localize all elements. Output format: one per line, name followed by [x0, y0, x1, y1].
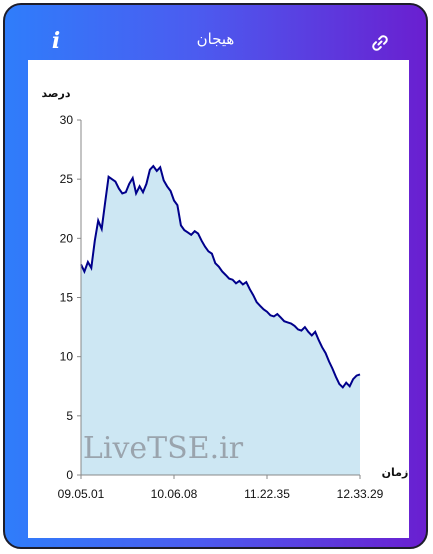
y-tick-label: 20 — [60, 231, 74, 245]
header-bar: i هیجان — [5, 5, 426, 57]
y-tick-label: 0 — [66, 468, 73, 482]
y-axis-label: درصد — [42, 87, 71, 100]
chart-panel: LiveTSE.ir 0 5 10 15 20 25 30 09.05.01 10.06.08… — [28, 60, 409, 538]
widget-title: هیجان — [196, 30, 235, 48]
chart: LiveTSE.ir 0 5 10 15 20 25 30 09.05.01 10.06.08… — [42, 87, 409, 501]
x-tick-label: 09.05.01 — [58, 487, 105, 501]
y-tick-label: 15 — [60, 291, 74, 305]
widget-card: i هیجان LiveTSE.ir 0 5 10 15 20 25 30 09.05.01… — [3, 3, 428, 549]
info-icon[interactable]: i — [51, 28, 61, 54]
y-tick-label: 30 — [60, 113, 74, 127]
series-line — [80, 164, 361, 389]
area-fill — [81, 166, 360, 475]
x-tick-label: 12.33.29 — [337, 487, 384, 501]
y-tick-label: 5 — [66, 409, 73, 423]
y-tick-label: 25 — [60, 172, 74, 186]
watermark: LiveTSE.ir — [83, 431, 244, 466]
y-tick-label: 10 — [60, 350, 74, 364]
x-tick-label: 11.22.35 — [244, 487, 290, 501]
x-axis-label: زمان — [382, 466, 409, 479]
link-icon[interactable] — [370, 33, 390, 53]
x-tick-label: 10.06.08 — [151, 487, 198, 501]
